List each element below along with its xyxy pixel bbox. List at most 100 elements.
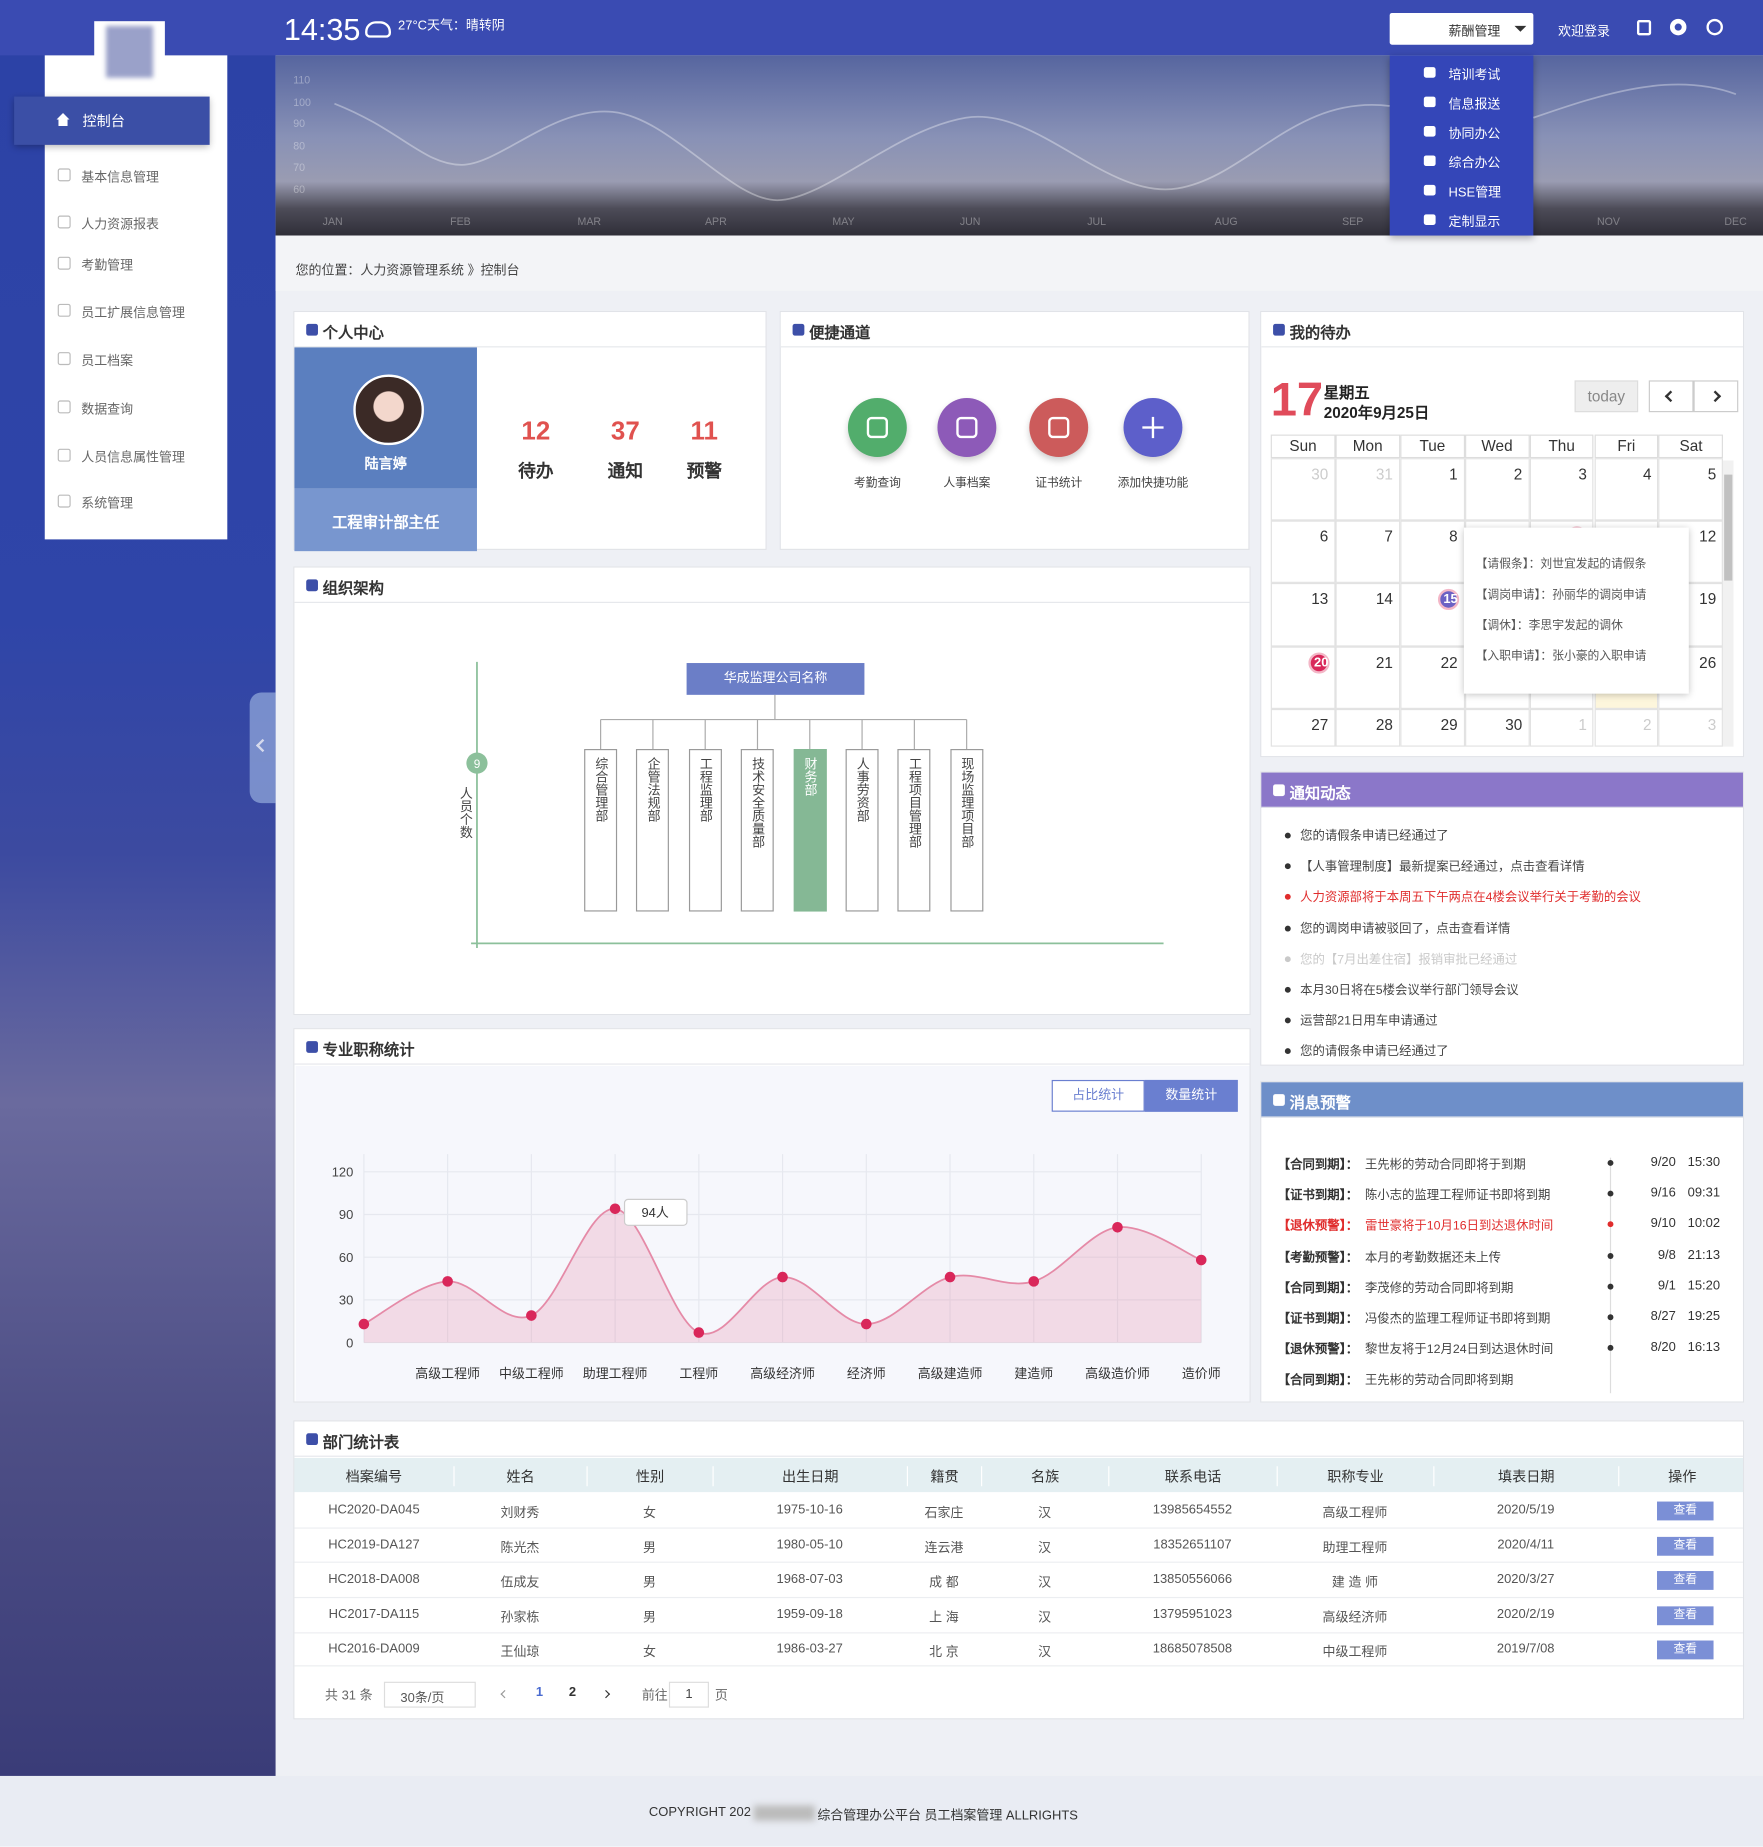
calendar-cell[interactable]: 22 bbox=[1400, 646, 1465, 709]
calendar-cell[interactable]: 1 bbox=[1400, 458, 1465, 521]
nav-item[interactable]: 数据查询 bbox=[81, 402, 134, 417]
shortcut-label[interactable]: 添加快捷功能 bbox=[1117, 476, 1189, 490]
next-button[interactable] bbox=[1693, 380, 1739, 413]
view-button[interactable]: 查看 bbox=[1657, 1571, 1714, 1590]
calendar-cell[interactable]: 15 bbox=[1400, 582, 1465, 647]
popup-item[interactable]: 【入职申请】：张小豪的入职申请 bbox=[1475, 650, 1647, 664]
nav-item[interactable]: 系统管理 bbox=[81, 496, 134, 512]
shortcut-icon[interactable] bbox=[937, 398, 997, 457]
nav-item[interactable]: 人力资源报表 bbox=[81, 217, 159, 233]
dropdown-item[interactable]: 培训考试 bbox=[1448, 68, 1501, 83]
calendar-cell[interactable]: 7 bbox=[1335, 520, 1401, 583]
calendar-cell[interactable]: 13 bbox=[1270, 582, 1336, 647]
nav-item[interactable]: 人员信息属性管理 bbox=[81, 451, 185, 466]
alert-text[interactable]: 本月的考勤数据还未上传 bbox=[1364, 1250, 1501, 1265]
dropdown-item[interactable]: 信息报送 bbox=[1448, 97, 1501, 112]
alert-tag[interactable]: 【合同到期】： bbox=[1277, 1157, 1359, 1172]
stat-value[interactable]: 37 bbox=[610, 415, 640, 446]
notice-item[interactable]: 您的【7月出差住宿】报销审批已经通过 bbox=[1300, 952, 1518, 967]
org-department[interactable]: 工程监理部 bbox=[688, 749, 722, 912]
calendar-cell[interactable]: 1 bbox=[1529, 708, 1594, 747]
alert-text[interactable]: 王先彬的劳动合同即将于到期 bbox=[1364, 1157, 1526, 1172]
today-button[interactable]: today bbox=[1574, 380, 1639, 413]
calendar-cell[interactable]: 3 bbox=[1529, 458, 1594, 521]
org-department[interactable]: 综合管理部 bbox=[584, 749, 618, 912]
nav-item[interactable]: 考勤管理 bbox=[81, 259, 134, 274]
alert-tag[interactable]: 【退休预警】： bbox=[1277, 1219, 1359, 1234]
alert-text[interactable]: 李茂修的劳动合同即将到期 bbox=[1364, 1281, 1514, 1296]
settings-icon[interactable] bbox=[1669, 18, 1687, 36]
org-department[interactable]: 工程项目管理部 bbox=[897, 749, 931, 912]
nav-item[interactable]: 员工档案 bbox=[81, 354, 134, 369]
notice-item[interactable]: 运营部21日用车申请通过 bbox=[1300, 1014, 1438, 1029]
dropdown-item[interactable]: HSE管理 bbox=[1448, 186, 1502, 201]
alert-tag[interactable]: 【合同到期】： bbox=[1277, 1373, 1359, 1388]
shortcut-label[interactable]: 考勤查询 bbox=[853, 476, 901, 490]
org-department[interactable]: 企管法规部 bbox=[636, 749, 670, 912]
stat-value[interactable]: 12 bbox=[521, 415, 551, 446]
popup-item[interactable]: 【请假条】：刘世宜发起的请假条 bbox=[1475, 558, 1647, 572]
page-number[interactable]: 1 bbox=[535, 1685, 544, 1700]
shortcut-icon[interactable] bbox=[847, 398, 907, 457]
lock-icon[interactable] bbox=[1636, 20, 1652, 36]
calendar-cell[interactable]: 30 bbox=[1464, 708, 1530, 747]
calendar-cell[interactable]: 6 bbox=[1270, 520, 1336, 583]
chart-tab[interactable]: 占比统计 bbox=[1051, 1079, 1145, 1112]
org-department[interactable]: 财务部 bbox=[793, 749, 827, 912]
notice-item[interactable]: 人力资源部将于本周五下午两点在4楼会议举行关于考勤的会议 bbox=[1300, 890, 1641, 905]
alert-text[interactable]: 冯俊杰的监理工程师证书即将到期 bbox=[1364, 1311, 1551, 1327]
menu-select[interactable]: 薪酬管理 bbox=[1389, 12, 1534, 45]
alert-text[interactable]: 黎世友将于12月24日到达退休时间 bbox=[1364, 1342, 1554, 1357]
calendar-cell[interactable]: 29 bbox=[1400, 708, 1465, 747]
alert-text[interactable]: 陈小志的监理工程师证书即将到期 bbox=[1364, 1188, 1551, 1203]
stat-value[interactable]: 11 bbox=[690, 415, 718, 446]
calendar-cell[interactable]: 2 bbox=[1594, 708, 1659, 747]
calendar-cell[interactable]: 5 bbox=[1658, 458, 1724, 521]
alert-tag[interactable]: 【退休预警】： bbox=[1277, 1342, 1359, 1357]
calendar-cell[interactable]: 21 bbox=[1335, 646, 1401, 709]
popup-item[interactable]: 【调休】：李思宇发起的调休 bbox=[1475, 619, 1623, 633]
notice-item[interactable]: 您的请假条申请已经通过了 bbox=[1300, 1045, 1449, 1060]
calendar-cell[interactable]: 4 bbox=[1594, 458, 1659, 521]
org-root[interactable]: 华成监理公司名称 bbox=[686, 663, 865, 695]
calendar-cell[interactable]: 27 bbox=[1270, 708, 1336, 747]
calendar-cell[interactable]: 14 bbox=[1335, 582, 1401, 647]
calendar-cell[interactable]: 8 bbox=[1400, 520, 1465, 583]
calendar-cell[interactable]: 3 bbox=[1658, 708, 1724, 747]
notice-item[interactable]: 本月30日将在5楼会议举行部门领导会议 bbox=[1300, 983, 1519, 998]
calendar-cell[interactable]: 2 bbox=[1464, 458, 1530, 521]
notice-item[interactable]: 您的调岗申请被驳回了，点击查看详情 bbox=[1300, 921, 1511, 936]
page-size[interactable]: 30条/页 bbox=[383, 1681, 476, 1708]
notice-item[interactable]: 您的请假条申请已经通过了 bbox=[1300, 829, 1449, 844]
view-button[interactable]: 查看 bbox=[1657, 1640, 1714, 1660]
page-number[interactable]: 2 bbox=[568, 1685, 577, 1700]
nav-item[interactable]: 员工扩展信息管理 bbox=[81, 306, 185, 321]
popup-item[interactable]: 【调岗申请】：孙丽华的调岗申请 bbox=[1475, 588, 1647, 602]
view-button[interactable]: 查看 bbox=[1657, 1500, 1714, 1520]
org-department[interactable]: 人事劳资部 bbox=[845, 749, 879, 912]
calendar-cell[interactable]: 31 bbox=[1335, 458, 1401, 521]
dropdown-item[interactable]: 综合办公 bbox=[1448, 156, 1501, 171]
dropdown-item[interactable]: 定制显示 bbox=[1448, 215, 1501, 230]
calendar-cell[interactable]: 28 bbox=[1335, 708, 1401, 747]
shortcut-label[interactable]: 证书统计 bbox=[1035, 476, 1083, 490]
nav-active[interactable]: 控制台 bbox=[14, 96, 210, 145]
shortcut-icon[interactable] bbox=[1029, 398, 1089, 457]
calendar-cell[interactable]: 30 bbox=[1270, 458, 1336, 521]
org-department[interactable]: 技术安全质量部 bbox=[740, 749, 774, 912]
power-icon[interactable] bbox=[1706, 18, 1723, 36]
nav-item[interactable]: 基本信息管理 bbox=[81, 170, 159, 185]
alert-text[interactable]: 王先彬的劳动合同即将到期 bbox=[1364, 1373, 1514, 1388]
notice-item[interactable]: 【人事管理制度】最新提案已经通过，点击查看详情 bbox=[1300, 859, 1585, 875]
view-button[interactable]: 查看 bbox=[1657, 1536, 1714, 1556]
org-department[interactable]: 现场监理项目部 bbox=[950, 749, 984, 912]
alert-tag[interactable]: 【合同到期】： bbox=[1277, 1281, 1359, 1296]
calendar-cell[interactable]: 20 bbox=[1270, 646, 1336, 709]
alert-tag[interactable]: 【证书到期】： bbox=[1277, 1188, 1359, 1203]
prev-button[interactable] bbox=[1648, 380, 1694, 413]
chart-tab[interactable]: 数量统计 bbox=[1144, 1079, 1238, 1112]
view-button[interactable]: 查看 bbox=[1657, 1606, 1714, 1626]
dropdown-item[interactable]: 协同办公 bbox=[1448, 127, 1501, 142]
alert-tag[interactable]: 【证书到期】： bbox=[1277, 1311, 1359, 1327]
alert-tag[interactable]: 【考勤预警】： bbox=[1277, 1250, 1359, 1265]
